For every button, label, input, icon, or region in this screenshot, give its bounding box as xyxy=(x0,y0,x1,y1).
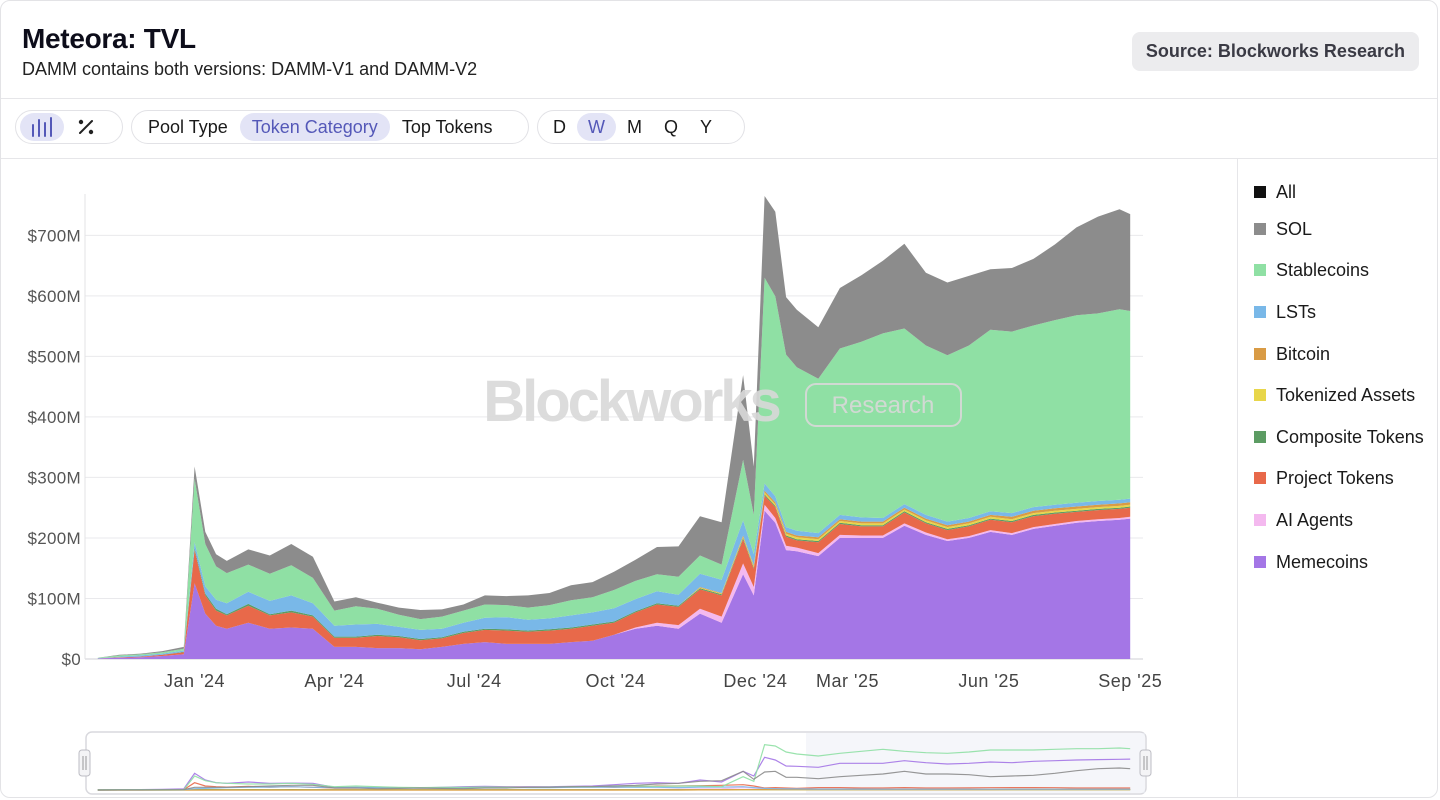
interval-d[interactable]: D xyxy=(553,117,566,137)
legend-item-memecoins[interactable]: Memecoins xyxy=(1254,551,1368,573)
legend-item-project-tokens[interactable]: Project Tokens xyxy=(1254,467,1394,489)
legend-swatch xyxy=(1254,472,1266,484)
x-tick-label: Apr '24 xyxy=(304,671,364,691)
interval-m[interactable]: M xyxy=(627,117,642,137)
y-tick-label: $200M xyxy=(28,529,81,548)
legend-label: AI Agents xyxy=(1276,509,1354,530)
bar-chart-icon[interactable] xyxy=(20,113,64,141)
tvl-area-chart[interactable]: Blockworks Research $0 $100M $200M $300M $40… xyxy=(1,159,1237,798)
navigator-right-handle[interactable] xyxy=(1139,749,1152,777)
chart-area: Blockworks Research $0 $100M $200M $300M $40… xyxy=(1,159,1237,798)
y-tick-label: $600M xyxy=(28,287,81,306)
legend-label: Memecoins xyxy=(1276,551,1369,572)
legend-label: Tokenized Assets xyxy=(1276,384,1416,405)
legend-label: LSTs xyxy=(1276,301,1317,322)
tab-top-tokens[interactable]: Top Tokens xyxy=(401,117,493,137)
x-tick-label: Jul '24 xyxy=(447,671,502,691)
legend-item-composite-tokens[interactable]: Composite Tokens xyxy=(1254,426,1424,448)
interval-tabs: D W M Q Y xyxy=(537,110,745,144)
chart-subtitle: DAMM contains both versions: DAMM-V1 and… xyxy=(22,59,478,79)
legend-item-sol[interactable]: SOL xyxy=(1254,218,1312,240)
legend-label: Bitcoin xyxy=(1276,343,1331,364)
legend-swatch xyxy=(1254,556,1266,568)
x-tick-label: Dec '24 xyxy=(723,671,787,691)
legend-item-all[interactable]: All xyxy=(1254,181,1296,203)
y-tick-label: $0 xyxy=(61,650,81,669)
interval-w[interactable]: W xyxy=(577,113,616,141)
legend-swatch xyxy=(1254,514,1266,526)
source-badge: Source: Blockworks Research xyxy=(1131,32,1419,71)
view-toggle-group xyxy=(15,110,123,144)
area-memecoins[interactable] xyxy=(97,510,1131,659)
legend-label: Composite Tokens xyxy=(1276,426,1424,447)
y-tick-label: $300M xyxy=(28,468,81,487)
legend-item-stablecoins[interactable]: Stablecoins xyxy=(1254,259,1369,281)
legend-item-tokenized-assets[interactable]: Tokenized Assets xyxy=(1254,384,1415,406)
tab-pool-type[interactable]: Pool Type xyxy=(148,117,228,137)
legend-label: Stablecoins xyxy=(1276,259,1370,280)
legend-label: All xyxy=(1276,181,1297,202)
interval-y[interactable]: Y xyxy=(700,117,713,137)
legend-swatch xyxy=(1254,431,1266,443)
navigator-left-handle[interactable] xyxy=(78,749,91,777)
area-stablecoins[interactable] xyxy=(97,277,1131,659)
legend-label: Project Tokens xyxy=(1276,467,1394,488)
legend-swatch xyxy=(1254,186,1266,198)
legend-item-ai-agents[interactable]: AI Agents xyxy=(1254,509,1353,531)
chart-header: Meteora: TVL DAMM contains both versions… xyxy=(1,1,1437,99)
legend-swatch xyxy=(1254,389,1266,401)
x-tick-label: Mar '25 xyxy=(816,671,879,691)
range-navigator[interactable] xyxy=(78,731,1152,795)
legend-swatch xyxy=(1254,348,1266,360)
x-tick-label: Sep '25 xyxy=(1098,671,1162,691)
y-tick-label: $400M xyxy=(28,408,81,427)
area-project-tokens[interactable] xyxy=(97,495,1131,659)
legend-swatch xyxy=(1254,306,1266,318)
legend-swatch xyxy=(1254,264,1266,276)
chart-title: Meteora: TVL xyxy=(22,23,196,54)
watermark-brand: Blockworks xyxy=(483,369,779,434)
interval-q[interactable]: Q xyxy=(664,117,679,137)
tab-token-category[interactable]: Token Category xyxy=(239,113,390,141)
y-tick-label: $500M xyxy=(28,347,81,366)
navigator-line-memecoins xyxy=(97,756,1131,791)
chart-legend: All SOL Stablecoins LSTs Bitcoin Tokenized As… xyxy=(1237,159,1437,797)
x-tick-label: Jan '24 xyxy=(164,671,225,691)
x-tick-label: Oct '24 xyxy=(586,671,646,691)
area-sol[interactable] xyxy=(97,196,1131,658)
x-tick-label: Jun '25 xyxy=(958,671,1019,691)
y-tick-label: $100M xyxy=(28,589,81,608)
grouping-tabs: Pool Type Token Category Top Tokens xyxy=(131,110,529,144)
y-tick-label: $700M xyxy=(28,226,81,245)
chart-toolbar: Pool Type Token Category Top Tokens D W … xyxy=(1,99,1437,159)
legend-swatch xyxy=(1254,223,1266,235)
watermark-tag: Research xyxy=(832,392,935,419)
legend-item-bitcoin[interactable]: Bitcoin xyxy=(1254,343,1330,365)
percent-icon[interactable] xyxy=(64,113,108,141)
legend-label: SOL xyxy=(1276,218,1313,239)
watermark-badge xyxy=(805,383,962,427)
legend-item-lsts[interactable]: LSTs xyxy=(1254,301,1316,323)
navigator-line-sol xyxy=(97,767,1131,791)
